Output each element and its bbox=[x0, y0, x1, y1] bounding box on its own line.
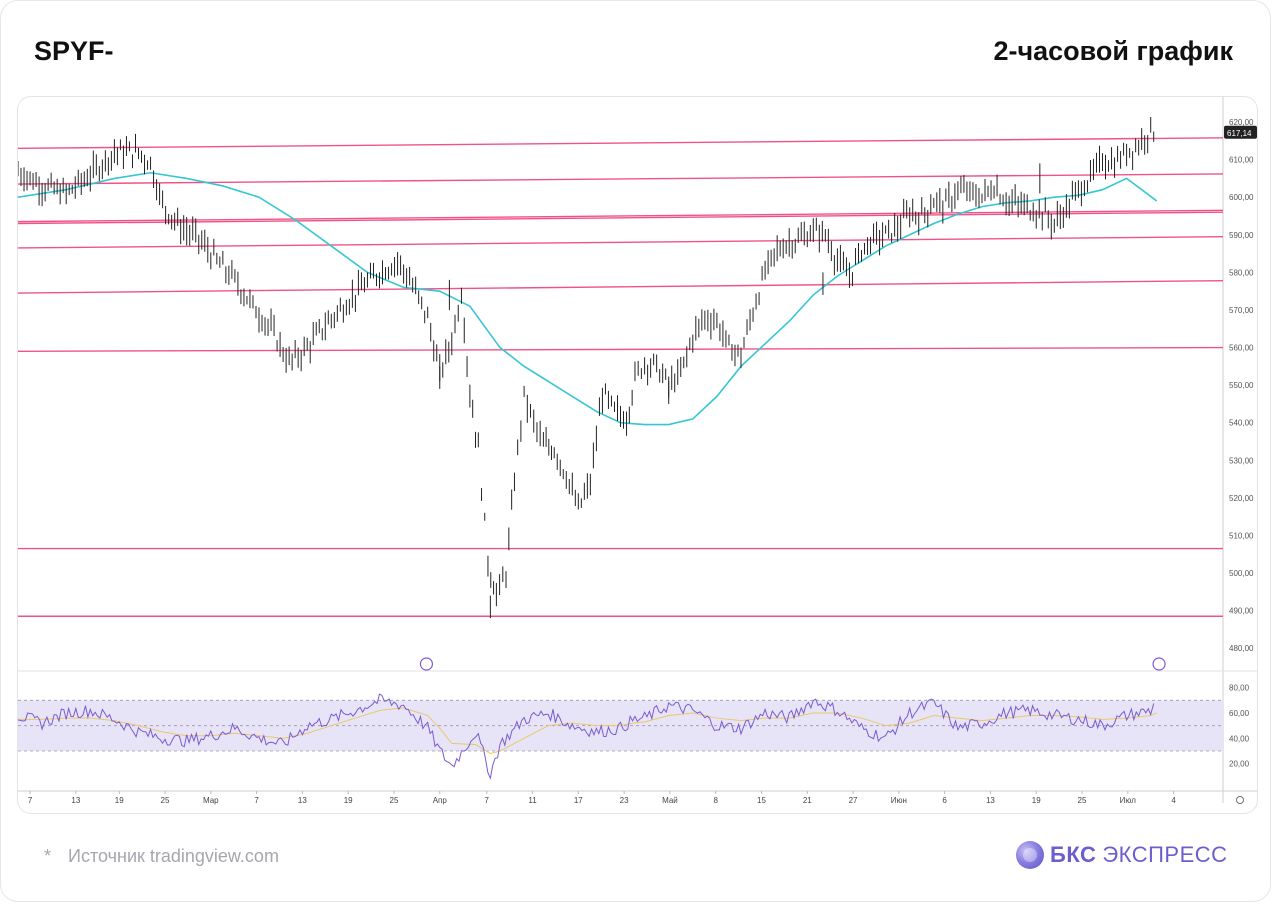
bks-logo: БКС ЭКСПРЕСС bbox=[1016, 840, 1228, 870]
time-tick-label: 7 bbox=[28, 796, 33, 805]
rsi-tick-label: 20,00 bbox=[1229, 760, 1250, 769]
time-tick-label: 23 bbox=[620, 796, 629, 805]
time-tick-label: 25 bbox=[161, 796, 170, 805]
price-tick-label: 590,00 bbox=[1229, 231, 1254, 240]
time-tick-label: 25 bbox=[390, 796, 399, 805]
source-text: Источник tradingview.com bbox=[68, 846, 279, 866]
time-tick-label: 8 bbox=[713, 796, 718, 805]
time-tick-label: 7 bbox=[485, 796, 490, 805]
bks-logo-word: ЭКСПРЕСС bbox=[1102, 842, 1228, 867]
settings-gear-icon bbox=[1236, 796, 1244, 804]
price-tick-label: 530,00 bbox=[1229, 456, 1254, 465]
price-tick-label: 520,00 bbox=[1229, 494, 1254, 503]
level-line bbox=[18, 173, 1224, 185]
price-chart[interactable]: 620,00610,00600,00590,00580,00570,00560,… bbox=[18, 97, 1257, 813]
rsi-tick-label: 80,00 bbox=[1229, 684, 1250, 693]
time-tick-label: 6 bbox=[942, 796, 947, 805]
chart-container[interactable]: 620,00 610,00 600,00 590,00 580,00 570,00 560,… bbox=[17, 96, 1258, 814]
time-tick-label: 7 bbox=[254, 796, 259, 805]
price-tick-label: 600,00 bbox=[1229, 193, 1254, 202]
price-tick-label: 480,00 bbox=[1229, 644, 1254, 653]
timeframe-title: 2-часовой график bbox=[993, 36, 1233, 66]
time-tick-label: 19 bbox=[344, 796, 353, 805]
price-tick-label: 490,00 bbox=[1229, 607, 1254, 616]
ticker-title: SPYF- bbox=[34, 36, 114, 66]
price-tick-label: 500,00 bbox=[1229, 569, 1254, 578]
rsi-line bbox=[18, 693, 1155, 780]
time-tick-label: 13 bbox=[71, 796, 80, 805]
rsi-tick-label: 40,00 bbox=[1229, 734, 1250, 743]
bks-logo-icon bbox=[1016, 841, 1044, 869]
rsi-tick-label: 60,00 bbox=[1229, 709, 1250, 718]
price-tick-label: 540,00 bbox=[1229, 419, 1254, 428]
time-tick-label: 19 bbox=[115, 796, 124, 805]
last-price-label: 617,14 bbox=[1227, 129, 1252, 138]
level-line bbox=[18, 235, 1224, 249]
level-line bbox=[18, 137, 1224, 150]
event-marker-icon bbox=[419, 657, 434, 671]
source-star: * bbox=[44, 846, 52, 866]
moving-average-line bbox=[18, 171, 1158, 426]
time-tick-label: 4 bbox=[1171, 796, 1176, 805]
price-tick-label: 510,00 bbox=[1229, 531, 1254, 540]
time-tick-label: 11 bbox=[528, 796, 537, 805]
source-note: * Источник tradingview.com bbox=[44, 846, 279, 867]
level-line bbox=[18, 346, 1224, 352]
time-tick-label: 27 bbox=[849, 796, 858, 805]
level-line bbox=[18, 209, 1224, 223]
price-tick-label: 560,00 bbox=[1229, 344, 1254, 353]
time-tick-label: Апр bbox=[433, 796, 448, 805]
price-tick-label: 610,00 bbox=[1229, 156, 1254, 165]
time-tick-label: Июн bbox=[891, 796, 907, 805]
time-tick-label: 21 bbox=[803, 796, 812, 805]
price-tick-label: 620,00 bbox=[1229, 118, 1254, 127]
time-tick-label: 15 bbox=[757, 796, 766, 805]
time-tick-label: 25 bbox=[1078, 796, 1087, 805]
price-tick-label: 570,00 bbox=[1229, 306, 1254, 315]
level-line bbox=[18, 211, 1224, 225]
level-line bbox=[18, 279, 1224, 294]
event-marker-icon bbox=[1152, 657, 1166, 671]
time-tick-label: Май bbox=[662, 796, 678, 805]
time-tick-label: 19 bbox=[1032, 796, 1041, 805]
time-tick-label: Июл bbox=[1120, 796, 1137, 805]
time-tick-label: 13 bbox=[986, 796, 995, 805]
time-tick-label: Мар bbox=[203, 796, 219, 805]
bks-logo-text: БКС ЭКСПРЕСС bbox=[1050, 842, 1228, 868]
time-tick-label: 13 bbox=[298, 796, 307, 805]
price-tick-label: 580,00 bbox=[1229, 268, 1254, 277]
time-tick-label: 17 bbox=[574, 796, 583, 805]
price-tick-label: 550,00 bbox=[1229, 381, 1254, 390]
rsi-signal-line bbox=[18, 707, 1157, 755]
last-price-badge bbox=[1224, 125, 1257, 139]
bks-logo-brand: БКС bbox=[1050, 842, 1097, 867]
